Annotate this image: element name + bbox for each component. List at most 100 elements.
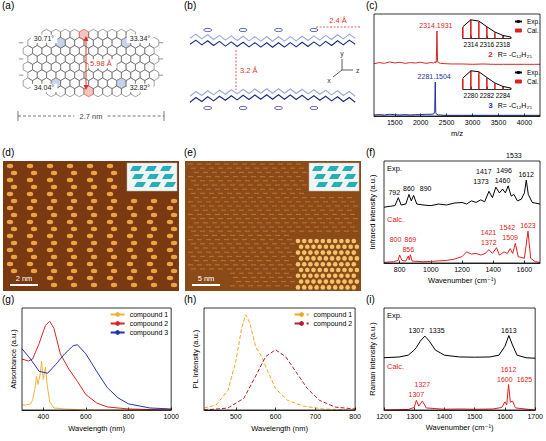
svg-text:1417: 1417	[476, 168, 492, 175]
svg-text:1612: 1612	[518, 171, 534, 178]
svg-text:x: x	[327, 77, 331, 84]
svg-text:2316: 2316	[480, 41, 495, 48]
svg-text:1613: 1613	[501, 327, 517, 334]
svg-text:Calc.: Calc.	[387, 362, 404, 371]
svg-text:2284: 2284	[496, 92, 511, 99]
svg-text:Raman intensity (a.u.): Raman intensity (a.u.)	[368, 322, 377, 396]
svg-text:1542: 1542	[500, 224, 516, 231]
svg-text:1372: 1372	[481, 239, 497, 246]
svg-text:30.71°: 30.71°	[34, 35, 55, 42]
svg-text:4000: 4000	[517, 119, 533, 126]
svg-text:Wavelength (nm): Wavelength (nm)	[251, 424, 308, 433]
svg-text:792: 792	[388, 189, 400, 196]
svg-text:2.7 nm: 2.7 nm	[80, 112, 103, 121]
svg-text:3500: 3500	[491, 119, 507, 126]
html-text:(g): (g)	[2, 294, 15, 305]
svg-text:1307: 1307	[409, 391, 425, 398]
svg-text:2 nm: 2 nm	[16, 274, 33, 283]
svg-text:33.34°: 33.34°	[130, 35, 151, 42]
svg-text:700: 700	[310, 413, 322, 420]
svg-text:869: 869	[404, 236, 416, 243]
svg-text:2.4 Å: 2.4 Å	[329, 16, 347, 25]
svg-text:800: 800	[349, 413, 361, 420]
svg-text:Wavenumber (cm⁻¹): Wavenumber (cm⁻¹)	[426, 423, 494, 432]
svg-text:1533: 1533	[506, 152, 522, 159]
svg-text:600: 600	[270, 413, 282, 420]
svg-text:1327: 1327	[415, 381, 431, 388]
svg-text:890: 890	[420, 185, 432, 192]
svg-text:2500: 2500	[439, 119, 455, 126]
svg-text:1200: 1200	[376, 413, 392, 420]
svg-text:800: 800	[123, 413, 135, 420]
svg-text:32.82°: 32.82°	[130, 84, 151, 91]
html-text:(c): (c)	[366, 0, 378, 11]
svg-text:compound 3: compound 3	[130, 329, 169, 337]
svg-text:Wavelength (nm): Wavelength (nm)	[68, 424, 125, 433]
svg-text:Exp.: Exp.	[527, 69, 540, 77]
svg-text:compound 1: compound 1	[314, 311, 353, 319]
svg-text:800: 800	[390, 236, 402, 243]
svg-text:2000: 2000	[413, 119, 429, 126]
svg-text:1300: 1300	[406, 413, 422, 420]
svg-text:compound 1: compound 1	[130, 311, 169, 319]
svg-text:3000: 3000	[465, 119, 481, 126]
svg-text:1509: 1509	[502, 234, 518, 241]
svg-text:1307: 1307	[409, 327, 425, 334]
svg-text:1460: 1460	[495, 177, 511, 184]
svg-text:800: 800	[394, 266, 406, 273]
svg-text:Infrared intensity (a.u.): Infrared intensity (a.u.)	[368, 174, 377, 250]
svg-text:1500: 1500	[467, 413, 483, 420]
svg-text:Wavenumber (cm⁻¹): Wavenumber (cm⁻¹)	[428, 276, 496, 285]
svg-text:R= -C₁₂H₂₅: R= -C₁₂H₂₅	[498, 102, 532, 109]
svg-text:500: 500	[230, 413, 242, 420]
svg-text:1623: 1623	[520, 222, 536, 229]
svg-text:compound 2: compound 2	[314, 320, 353, 328]
svg-text:Exp.: Exp.	[387, 164, 402, 173]
svg-text:Exp.: Exp.	[527, 18, 540, 26]
svg-text:compound 2: compound 2	[130, 320, 169, 328]
svg-text:1200: 1200	[454, 266, 470, 273]
svg-text:856: 856	[402, 246, 414, 253]
svg-text:1700: 1700	[527, 413, 543, 420]
svg-text:1496: 1496	[496, 167, 512, 174]
svg-text:860: 860	[403, 185, 415, 192]
svg-text:1335: 1335	[429, 327, 445, 334]
svg-text:2: 2	[488, 50, 493, 59]
svg-text:600: 600	[80, 413, 92, 420]
html-text:(h): (h)	[184, 294, 197, 305]
svg-text:1612: 1612	[501, 366, 517, 373]
svg-text:1600: 1600	[497, 413, 513, 420]
svg-text:1400: 1400	[437, 413, 453, 420]
svg-text:1421: 1421	[481, 229, 497, 236]
svg-text:m/z: m/z	[451, 129, 463, 138]
svg-text:1000: 1000	[423, 266, 439, 273]
svg-text:Cal.: Cal.	[527, 27, 539, 34]
svg-text:Cal.: Cal.	[527, 78, 539, 85]
svg-text:y: y	[340, 50, 344, 58]
svg-text:2314.1931: 2314.1931	[419, 22, 452, 29]
svg-text:3.2 Å: 3.2 Å	[240, 66, 258, 75]
svg-text:2280: 2280	[464, 92, 479, 99]
svg-text:R= -C₁₂H₂₅: R= -C₁₂H₂₅	[498, 51, 532, 58]
svg-text:3: 3	[488, 101, 493, 110]
svg-text:2314: 2314	[464, 41, 479, 48]
svg-text:1625: 1625	[517, 376, 533, 383]
svg-text:1600: 1600	[517, 266, 533, 273]
svg-text:5.98 Å: 5.98 Å	[90, 59, 112, 68]
svg-text:Absorbance (a.u.): Absorbance (a.u.)	[9, 329, 18, 389]
svg-text:34.04°: 34.04°	[34, 84, 55, 91]
svg-text:1000: 1000	[163, 413, 179, 420]
svg-text:400: 400	[37, 413, 49, 420]
svg-text:1600: 1600	[497, 376, 513, 383]
svg-text:z: z	[356, 67, 360, 74]
svg-text:2281.1504: 2281.1504	[418, 73, 451, 80]
svg-text:2318: 2318	[496, 41, 511, 48]
svg-text:1373: 1373	[473, 178, 489, 185]
svg-text:2282: 2282	[480, 92, 495, 99]
svg-text:Calc.: Calc.	[387, 215, 404, 224]
svg-text:PL Intensity (a.u.): PL Intensity (a.u.)	[191, 329, 200, 388]
svg-text:Exp.: Exp.	[387, 311, 402, 320]
svg-text:5 nm: 5 nm	[198, 274, 215, 283]
svg-text:1500: 1500	[387, 119, 403, 126]
svg-text:1400: 1400	[485, 266, 501, 273]
